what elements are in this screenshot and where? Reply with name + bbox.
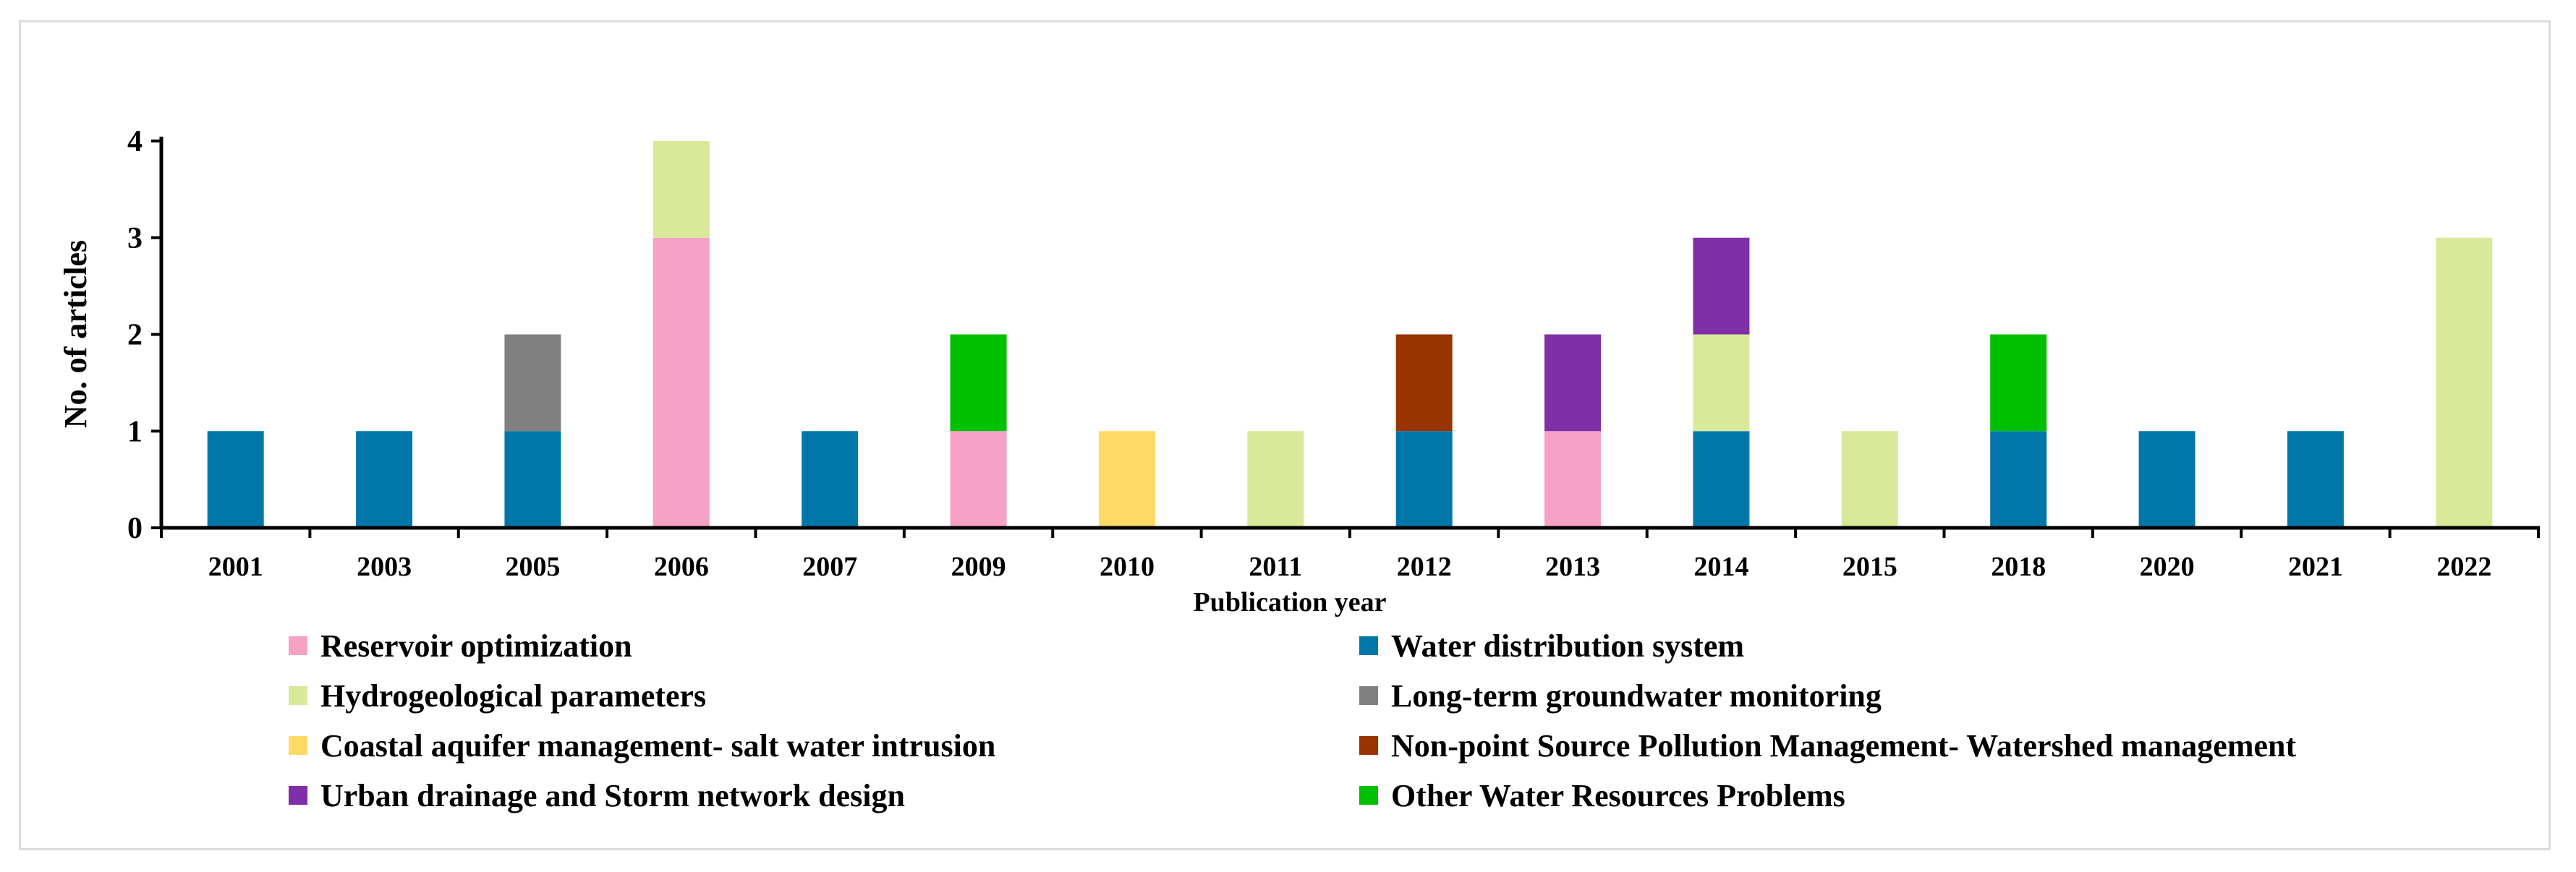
legend-label-reservoir-optimization: Reservoir optimization [320, 628, 632, 664]
bars-layer [207, 141, 2493, 528]
legend-label-other-water-resources-problems: Other Water Resources Problems [1391, 778, 1845, 813]
x-tick-label-2011: 2011 [1249, 552, 1302, 582]
x-tick-label-2006: 2006 [654, 552, 709, 582]
bar-2022-hydrogeological-parameters [2436, 237, 2493, 528]
bar-2003-water-distribution-system [356, 431, 413, 528]
y-ticks: 0 1 2 3 4 [127, 125, 161, 545]
x-tick-label-2005: 2005 [505, 552, 560, 582]
legend-label-hydrogeological-parameters: Hydrogeological parameters [320, 678, 706, 714]
x-tick-label-2009: 2009 [951, 552, 1006, 582]
bar-2014-water-distribution-system [1693, 431, 1750, 528]
y-tick-label: 4 [127, 125, 143, 158]
y-tick-label: 3 [127, 222, 143, 255]
bar-2020-water-distribution-system [2138, 431, 2195, 528]
legend-swatch-coastal-aquifer-management-salt-water-intrusion [289, 736, 307, 755]
bar-2005-long-term-groundwater-monitoring [504, 334, 561, 432]
bar-2009-other-water-resources-problems [950, 334, 1007, 432]
legend-swatch-urban-drainage-and-storm-network-design [289, 786, 307, 805]
x-tick-label-2012: 2012 [1397, 552, 1452, 582]
bar-2006-hydrogeological-parameters [652, 141, 710, 238]
bar-2018-water-distribution-system [1990, 431, 2047, 528]
bar-2001-water-distribution-system [207, 431, 264, 528]
legend-label-water-distribution-system: Water distribution system [1391, 628, 1744, 664]
y-tick-label: 1 [127, 415, 143, 448]
y-axis-title: No. of articles [58, 240, 93, 428]
bar-2012-non-point-source-pollution-management-watershed-management [1395, 334, 1453, 432]
legend-label-urban-drainage-and-storm-network-design: Urban drainage and Storm network design [320, 778, 905, 813]
legend-swatch-water-distribution-system [1359, 636, 1378, 655]
legend: Reservoir optimization Water distribution… [289, 628, 2296, 813]
bar-2013-reservoir-optimization [1544, 431, 1602, 528]
bar-2013-urban-drainage-and-storm-network-design [1544, 334, 1602, 432]
x-tick-label-2010: 2010 [1100, 552, 1155, 582]
x-tick-label-2014: 2014 [1693, 552, 1748, 582]
x-tick-label-2021: 2021 [2288, 552, 2343, 582]
bar-2007-water-distribution-system [802, 431, 859, 528]
legend-label-long-term-groundwater-monitoring: Long-term groundwater monitoring [1391, 678, 1882, 714]
legend-swatch-long-term-groundwater-monitoring [1359, 686, 1378, 705]
x-tick-label-2003: 2003 [357, 552, 412, 582]
bar-2015-hydrogeological-parameters [1841, 431, 1898, 528]
x-tick-label-2015: 2015 [1842, 552, 1897, 582]
y-tick-label: 0 [127, 512, 143, 545]
x-tick-label-2007: 2007 [802, 552, 857, 582]
x-tick-label-2001: 2001 [208, 552, 263, 582]
legend-swatch-non-point-source-pollution-management-watershed-management [1359, 736, 1378, 755]
legend-label-coastal-aquifer-management-salt-water-intrusion: Coastal aquifer management- salt water i… [320, 728, 995, 764]
y-tick-label: 2 [127, 319, 143, 352]
bar-2009-reservoir-optimization [950, 431, 1007, 528]
bar-2006-reservoir-optimization [652, 237, 710, 528]
x-tick-label-2020: 2020 [2140, 552, 2195, 582]
bar-2010-coastal-aquifer-management-salt-water-intrusion [1098, 431, 1155, 528]
x-tick-label-2022: 2022 [2436, 552, 2491, 582]
bar-2011-hydrogeological-parameters [1247, 431, 1304, 528]
bar-2012-water-distribution-system [1395, 431, 1453, 528]
bar-2021-water-distribution-system [2287, 431, 2344, 528]
x-tick-label-2013: 2013 [1545, 552, 1600, 582]
bar-2014-urban-drainage-and-storm-network-design [1693, 237, 1750, 335]
bar-2005-water-distribution-system [504, 431, 561, 528]
x-tick-label-2018: 2018 [1991, 552, 2046, 582]
bar-2014-hydrogeological-parameters [1693, 334, 1750, 432]
legend-swatch-hydrogeological-parameters [289, 686, 307, 705]
x-ticks: 2001 2003 2005 2006 2007 2009 2010 2011 2012 2013… [160, 528, 2540, 582]
legend-label-non-point-source-pollution-management-watershed-management: Non-point Source Pollution Management- W… [1391, 728, 2296, 764]
legend-swatch-reservoir-optimization [289, 636, 307, 655]
legend-swatch-other-water-resources-problems [1359, 786, 1378, 805]
x-axis-title: Publication year [1193, 587, 1386, 617]
bar-2018-other-water-resources-problems [1990, 334, 2047, 432]
